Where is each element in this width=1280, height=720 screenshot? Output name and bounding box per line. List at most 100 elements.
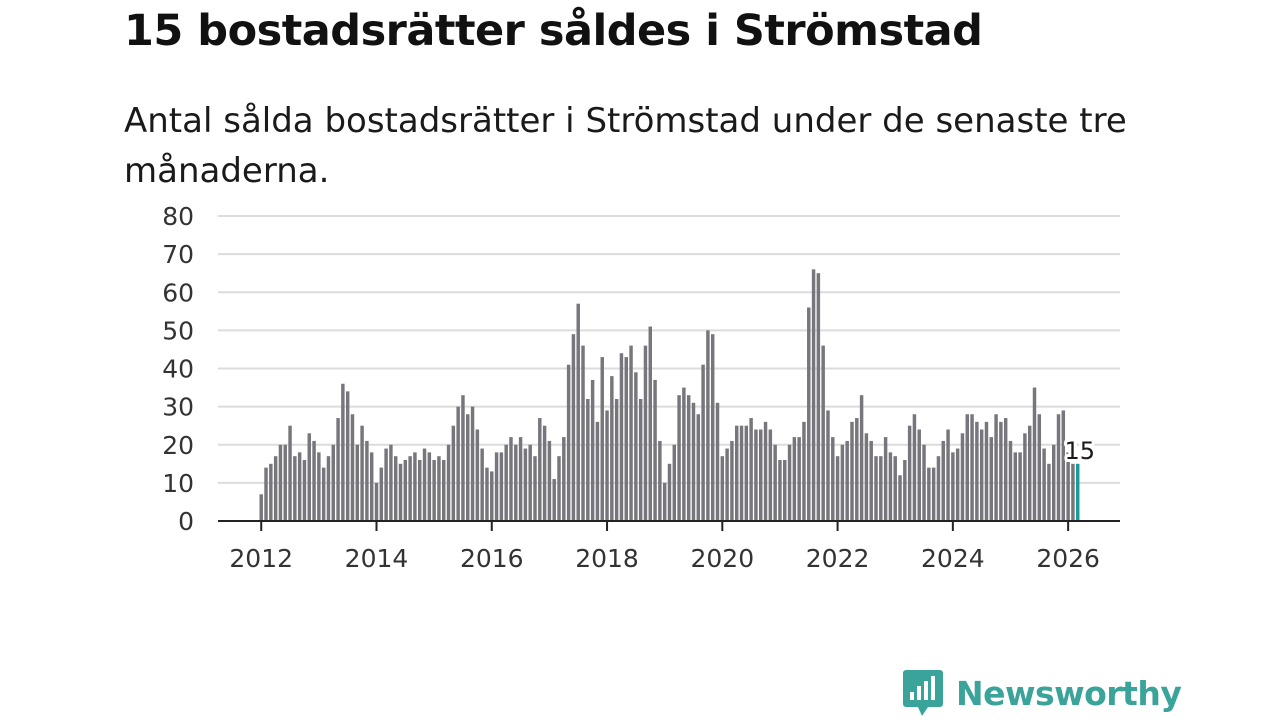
newsworthy-logo: Newsworthy [902, 668, 1182, 718]
bar [466, 414, 470, 521]
bar [869, 440, 873, 521]
y-tick-label: 50 [162, 316, 194, 345]
bar [888, 452, 893, 521]
bar [321, 467, 326, 521]
bar [855, 418, 859, 521]
bar [1008, 440, 1013, 521]
bar [917, 429, 921, 521]
bar [283, 444, 287, 521]
x-tick-label: 2014 [345, 544, 409, 573]
bar [850, 421, 854, 521]
bar [417, 460, 422, 521]
bar [802, 421, 806, 521]
bar [840, 444, 845, 521]
bar [542, 425, 547, 521]
bar [490, 471, 494, 521]
bar [1018, 452, 1022, 521]
x-tick-label: 2018 [575, 544, 639, 573]
y-tick-label: 0 [178, 507, 194, 536]
bar [590, 379, 595, 521]
bar [269, 463, 273, 521]
bar [629, 345, 633, 521]
bar [1047, 463, 1051, 521]
bar [1023, 433, 1027, 521]
bar [643, 345, 648, 521]
y-tick-label: 30 [162, 393, 194, 422]
bar [734, 425, 739, 521]
bar [696, 414, 701, 521]
bar [557, 456, 561, 521]
bar [547, 440, 552, 521]
bar [485, 467, 489, 521]
y-tick-label: 60 [162, 278, 194, 307]
brand-name: Newsworthy [956, 673, 1182, 713]
bar [975, 421, 979, 521]
bar [883, 437, 888, 521]
x-tick-label: 2016 [460, 544, 524, 573]
bar [634, 372, 638, 521]
x-tick-label: 2020 [691, 544, 755, 573]
bar [754, 429, 758, 521]
bar [672, 444, 677, 521]
bar [389, 444, 393, 521]
x-axis-ticks: 2012 2014 2016 2018 2020 2022 2024 2026 [229, 521, 1100, 573]
bar [259, 494, 263, 521]
bar [686, 395, 691, 521]
bar [979, 429, 984, 521]
bar [874, 456, 878, 521]
bar [350, 414, 355, 521]
annotation-label: 15 [1064, 437, 1095, 465]
y-tick-label: 40 [162, 355, 194, 384]
bar [437, 456, 441, 521]
x-tick-label: 2026 [1036, 544, 1100, 573]
bar [619, 353, 624, 521]
bar [480, 448, 484, 521]
bar [355, 444, 360, 521]
bar [749, 418, 753, 521]
bar [710, 334, 715, 521]
bar [1051, 444, 1056, 521]
bar [879, 456, 883, 521]
bar [912, 414, 917, 521]
bar [994, 414, 998, 521]
bar [648, 326, 652, 521]
bar [701, 364, 705, 521]
bar [706, 330, 710, 521]
bar [562, 437, 566, 521]
bar [586, 399, 590, 521]
bar [518, 437, 523, 521]
bar [720, 456, 725, 521]
bar [922, 444, 926, 521]
bar [1061, 410, 1066, 521]
bar [427, 452, 432, 521]
bar [903, 460, 907, 521]
bar [941, 440, 945, 521]
page-title: 15 bostadsrätter såldes i Strömstad [124, 6, 983, 56]
bar [264, 467, 268, 521]
bar [1013, 452, 1018, 521]
bar [773, 444, 777, 521]
bar [461, 395, 465, 521]
bar [600, 357, 604, 521]
bar [312, 440, 316, 521]
bar [293, 456, 297, 521]
bar [475, 429, 480, 521]
bar [811, 269, 816, 521]
bar [658, 440, 662, 521]
bar [581, 345, 585, 521]
y-axis-labels: 0 10 20 30 40 50 60 70 80 [162, 202, 194, 536]
bar [408, 456, 412, 521]
bar [1003, 418, 1008, 521]
bar [297, 452, 302, 521]
bar [614, 399, 619, 521]
bar [744, 425, 749, 521]
bar [677, 395, 681, 521]
bar [715, 402, 720, 521]
bar [514, 444, 518, 521]
bar [610, 376, 614, 521]
bar [509, 437, 513, 521]
bar [1027, 425, 1032, 521]
bars [259, 269, 1080, 521]
bar [835, 456, 840, 521]
